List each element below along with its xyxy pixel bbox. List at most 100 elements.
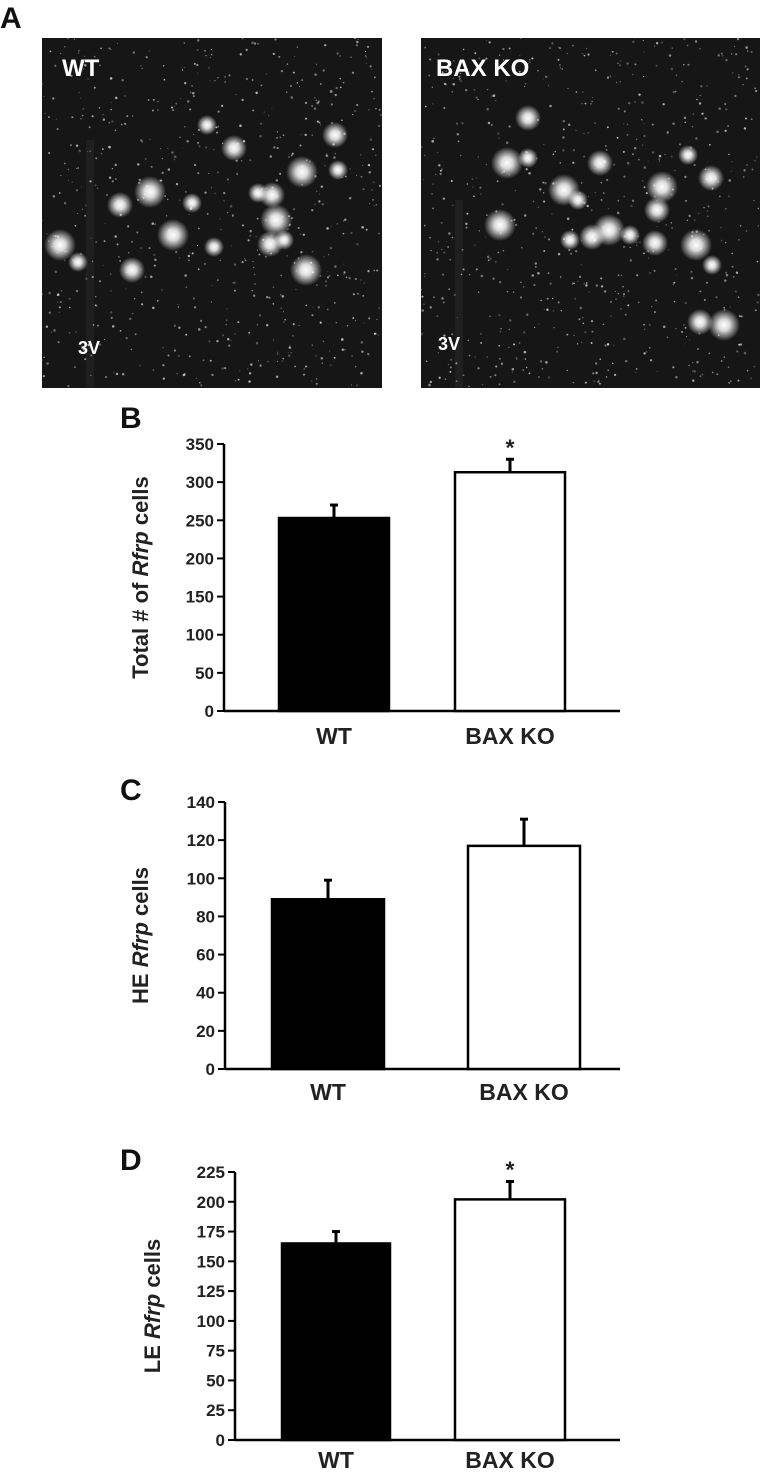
speckle-dot — [141, 67, 143, 70]
speckle-dot — [152, 99, 155, 101]
speckle-dot — [466, 183, 469, 185]
speckle-dot — [518, 70, 521, 73]
speckle-dot — [124, 122, 127, 125]
speckle-dot — [294, 55, 296, 57]
speckle-dot — [693, 370, 696, 373]
speckle-dot — [286, 63, 289, 65]
speckle-dot — [557, 301, 560, 304]
cell-spot — [568, 190, 588, 210]
speckle-dot — [333, 156, 336, 159]
speckle-dot — [672, 122, 675, 125]
speckle-dot — [151, 109, 154, 112]
speckle-dot — [327, 254, 330, 256]
speckle-dot — [490, 123, 493, 127]
speckle-dot — [131, 241, 133, 243]
speckle-dot — [738, 238, 740, 241]
speckle-dot — [643, 134, 646, 138]
speckle-dot — [480, 193, 482, 195]
speckle-dot — [119, 329, 122, 332]
speckle-dot — [272, 303, 275, 305]
speckle-dot — [525, 366, 528, 369]
speckle-dot — [441, 248, 443, 250]
speckle-dot — [558, 46, 560, 49]
speckle-dot — [175, 102, 178, 105]
cell-spot — [644, 197, 670, 223]
speckle-dot — [436, 315, 439, 318]
speckle-dot — [424, 105, 427, 108]
speckle-dot — [144, 157, 147, 160]
speckle-dot — [588, 291, 590, 293]
speckle-dot — [656, 226, 658, 228]
speckle-dot — [651, 123, 654, 126]
ventricle-edge — [86, 140, 94, 388]
speckle-dot — [369, 65, 372, 68]
speckle-dot — [324, 280, 328, 283]
speckle-dot — [91, 275, 94, 279]
bar — [466, 844, 582, 1071]
speckle-dot — [421, 288, 423, 291]
speckle-dot — [340, 338, 344, 341]
speckle-dot — [739, 225, 742, 227]
speckle-dot — [755, 89, 758, 93]
speckle-dot — [448, 232, 451, 235]
speckle-dot — [281, 295, 285, 298]
speckle-dot — [465, 89, 468, 92]
cell-spot — [204, 237, 224, 257]
speckle-dot — [695, 137, 698, 140]
panel-letter: B — [120, 402, 142, 435]
speckle-dot — [542, 78, 544, 80]
speckle-dot — [252, 260, 254, 263]
speckle-dot — [225, 319, 228, 321]
speckle-dot — [485, 163, 488, 166]
speckle-dot — [275, 179, 278, 182]
speckle-dot — [451, 333, 454, 336]
cell-spot — [678, 145, 698, 165]
speckle-dot — [736, 37, 740, 41]
speckle-dot — [475, 96, 478, 99]
speckle-dot — [373, 97, 375, 100]
speckle-dot — [280, 274, 282, 276]
speckle-dot — [643, 75, 645, 78]
speckle-dot — [743, 169, 746, 172]
x-tick-label: BAX KO — [465, 1447, 554, 1473]
speckle-dot — [258, 360, 260, 362]
speckle-dot — [692, 361, 694, 364]
speckle-dot — [604, 344, 607, 347]
y-axis-label-part: Total # of — [128, 577, 153, 679]
speckle-dot — [297, 226, 300, 230]
speckle-dot — [77, 52, 80, 54]
speckle-dot — [467, 339, 469, 342]
speckle-dot — [226, 178, 229, 181]
speckle-dot — [150, 275, 153, 279]
speckle-dot — [607, 369, 609, 371]
speckle-dot — [599, 358, 602, 360]
speckle-dot — [354, 365, 357, 368]
speckle-dot — [289, 344, 291, 346]
speckle-dot — [511, 367, 515, 371]
speckle-dot — [441, 59, 445, 62]
speckle-dot — [378, 108, 381, 111]
speckle-dot — [278, 55, 281, 58]
speckle-dot — [447, 363, 450, 366]
speckle-dot — [94, 304, 97, 307]
speckle-dot — [240, 159, 243, 162]
speckle-dot — [567, 87, 569, 89]
speckle-dot — [367, 270, 370, 273]
speckle-dot — [362, 294, 365, 297]
speckle-dot — [462, 374, 465, 377]
speckle-dot — [353, 36, 357, 40]
speckle-dot — [554, 150, 556, 153]
speckle-dot — [502, 59, 505, 61]
speckle-dot — [326, 153, 328, 155]
speckle-dot — [334, 302, 336, 304]
speckle-dot — [149, 138, 151, 141]
speckle-dot — [209, 57, 212, 59]
speckle-dot — [721, 54, 724, 57]
speckle-dot — [88, 126, 91, 129]
speckle-dot — [167, 354, 170, 357]
y-tick-label: 125 — [197, 1282, 225, 1301]
speckle-dot — [698, 102, 702, 105]
speckle-dot — [537, 271, 540, 275]
speckle-dot — [498, 54, 501, 56]
speckle-dot — [210, 187, 212, 189]
